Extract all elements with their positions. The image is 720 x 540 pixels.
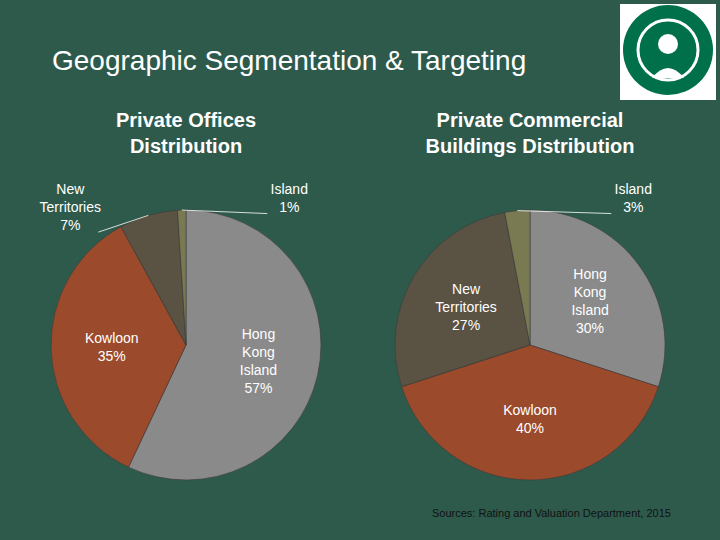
value-label: 3% (623, 199, 643, 215)
data-labels: HongKongIsland 30% Kowloon 40% NewTerritorie… (435, 181, 652, 437)
value-label: 27% (452, 317, 480, 333)
logo-ring (623, 5, 713, 95)
chart-title: Private CommercialBuildings Distribution (426, 109, 635, 157)
logo (620, 4, 716, 100)
leader-line (182, 210, 267, 213)
data-labels: HongKongIsland 57% Kowloon 35% NewTerritorie… (40, 181, 308, 397)
category-label: Kowloon (85, 330, 139, 346)
category-label: Kowloon (503, 402, 557, 418)
chart: Private CommercialBuildings Distribution… (395, 109, 665, 480)
value-label: 40% (516, 420, 544, 436)
value-label: 35% (98, 348, 126, 364)
category-label: Island (615, 181, 652, 197)
leader-line (98, 215, 148, 232)
pie-slice (505, 210, 530, 345)
value-label: 1% (279, 199, 299, 215)
slices (395, 210, 665, 480)
chart: Private OfficesDistribution HongKongIslan… (40, 109, 321, 480)
category-label: NewTerritories (435, 281, 496, 315)
logo-inner-ring (638, 20, 698, 80)
slide-title: Geographic Segmentation & Targeting (52, 45, 526, 76)
value-label: 7% (60, 217, 80, 233)
source: Sources: Rating and Valuation Department… (432, 507, 671, 519)
category-label: Island (271, 181, 308, 197)
value-label: 57% (244, 380, 272, 396)
logo-body (652, 68, 684, 78)
category-label: NewTerritories (40, 181, 101, 215)
pie-slice (121, 210, 186, 345)
slide: Geographic Segmentation & Targeting Sourc… (0, 0, 720, 540)
pie-slice (178, 210, 186, 345)
category-label: HongKongIsland (240, 326, 277, 378)
chart-title: Private OfficesDistribution (116, 109, 256, 157)
value-label: 30% (576, 320, 604, 336)
slices (51, 210, 321, 480)
leader-line (517, 211, 611, 214)
category-label: HongKongIsland (571, 266, 608, 318)
logo-bg (620, 4, 716, 100)
logo-face (658, 34, 678, 54)
background (0, 0, 720, 540)
